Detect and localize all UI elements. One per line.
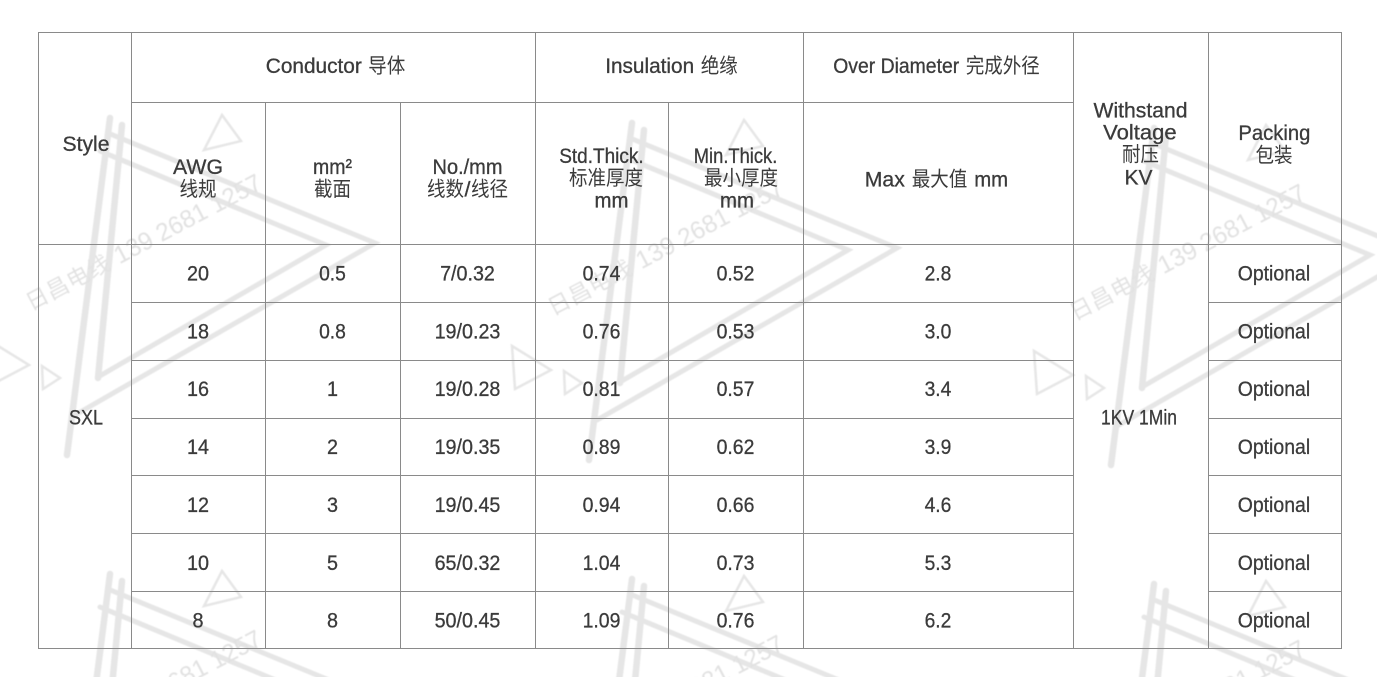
svg-text:Optional: Optional (1238, 610, 1311, 633)
svg-text:1.09: 1.09 (583, 610, 621, 633)
svg-text:0.94: 0.94 (583, 494, 621, 517)
svg-text:mm: mm (720, 189, 754, 212)
svg-text:0.89: 0.89 (583, 436, 621, 459)
svg-text:0.5: 0.5 (319, 263, 346, 286)
svg-text:3.4: 3.4 (925, 378, 952, 401)
svg-text:19/0.28: 19/0.28 (435, 378, 501, 401)
svg-text:2: 2 (327, 436, 338, 459)
svg-text:0.57: 0.57 (717, 378, 755, 401)
svg-text:19/0.45: 19/0.45 (435, 494, 501, 517)
svg-text:19/0.35: 19/0.35 (435, 436, 501, 459)
svg-text:6.2: 6.2 (925, 610, 952, 633)
svg-text:50/0.45: 50/0.45 (435, 610, 501, 633)
svg-text:No./mm: No./mm (433, 156, 503, 179)
svg-text:Optional: Optional (1238, 263, 1311, 286)
svg-text:5: 5 (327, 552, 338, 575)
svg-text:0.8: 0.8 (319, 320, 346, 343)
svg-text:KV: KV (1125, 167, 1153, 190)
svg-text:1KV 1Min: 1KV 1Min (1101, 407, 1177, 430)
svg-text:1: 1 (327, 378, 338, 401)
svg-text:7/0.32: 7/0.32 (440, 263, 495, 286)
svg-text:1.04: 1.04 (583, 552, 621, 575)
svg-text:Std.Thick.: Std.Thick. (559, 145, 644, 168)
svg-text:Optional: Optional (1238, 320, 1311, 343)
svg-text:65/0.32: 65/0.32 (435, 552, 501, 575)
svg-text:Packing: Packing (1238, 122, 1310, 145)
svg-text:/: / (465, 178, 471, 201)
svg-text:0.52: 0.52 (717, 263, 755, 286)
svg-text:SXL: SXL (69, 407, 103, 430)
svg-text:Withstand: Withstand (1094, 100, 1188, 123)
svg-text:5.3: 5.3 (925, 552, 952, 575)
svg-text:Optional: Optional (1238, 378, 1311, 401)
svg-text:Max: Max (865, 168, 905, 191)
svg-text:0.66: 0.66 (717, 494, 755, 517)
svg-text:Over Diameter: Over Diameter (833, 55, 959, 78)
svg-text:0.76: 0.76 (583, 320, 621, 343)
svg-text:0.53: 0.53 (717, 320, 755, 343)
svg-text:12: 12 (187, 494, 209, 517)
svg-text:3: 3 (327, 494, 338, 517)
svg-text:Optional: Optional (1238, 494, 1311, 517)
svg-text:0.76: 0.76 (717, 610, 755, 633)
svg-text:18: 18 (187, 320, 209, 343)
svg-text:Conductor: Conductor (266, 55, 362, 78)
svg-text:3.9: 3.9 (925, 436, 952, 459)
svg-text:10: 10 (187, 552, 209, 575)
svg-text:20: 20 (187, 263, 209, 286)
svg-text:16: 16 (187, 378, 209, 401)
svg-text:Voltage: Voltage (1103, 122, 1177, 145)
svg-text:8: 8 (327, 610, 338, 633)
svg-text:0.74: 0.74 (583, 263, 621, 286)
svg-text:14: 14 (187, 436, 209, 459)
svg-text:mm²: mm² (313, 156, 352, 179)
svg-text:8: 8 (193, 610, 204, 633)
svg-text:19/0.23: 19/0.23 (435, 320, 501, 343)
svg-text:0.81: 0.81 (583, 378, 621, 401)
svg-text:AWG: AWG (173, 156, 223, 179)
svg-text:Optional: Optional (1238, 552, 1311, 575)
svg-text:2.8: 2.8 (925, 263, 952, 286)
svg-text:Optional: Optional (1238, 436, 1311, 459)
svg-text:Min.Thick.: Min.Thick. (694, 145, 778, 168)
svg-text:Insulation: Insulation (605, 55, 694, 78)
svg-text:0.73: 0.73 (717, 552, 755, 575)
svg-text:mm: mm (974, 168, 1008, 191)
svg-text:3.0: 3.0 (925, 320, 952, 343)
svg-text:Style: Style (63, 133, 110, 156)
svg-text:4.6: 4.6 (925, 494, 952, 517)
svg-text:mm: mm (595, 189, 629, 212)
svg-text:0.62: 0.62 (717, 436, 755, 459)
